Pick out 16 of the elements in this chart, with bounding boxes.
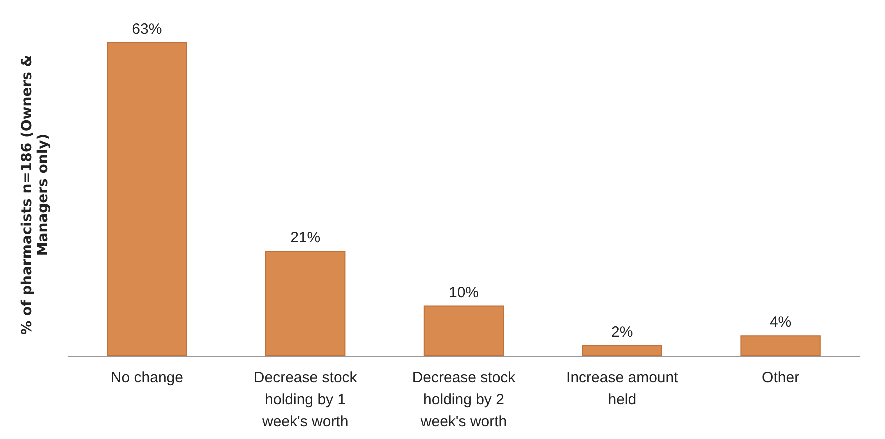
x-tick-label: Increase amount held xyxy=(566,370,680,408)
x-tick-label: Decrease stock holding by 1 week's worth xyxy=(254,370,358,430)
data-label: 10% xyxy=(448,284,480,302)
bar xyxy=(107,42,188,356)
x-tick-label: No change xyxy=(110,370,184,386)
data-label: 63% xyxy=(132,20,162,38)
x-tick-label: Other xyxy=(762,370,800,386)
bar xyxy=(266,251,346,356)
data-label: 4% xyxy=(770,314,792,332)
x-tick-label: Decrease stock holding by 2 week's worth xyxy=(412,370,516,430)
data-label: 21% xyxy=(290,230,321,247)
bar xyxy=(424,306,504,356)
data-label: 2% xyxy=(612,324,634,342)
bar xyxy=(740,336,821,356)
y-axis-title: % of pharmacists n=186 (Owners & Managers only) xyxy=(20,55,52,335)
bar xyxy=(582,346,662,356)
